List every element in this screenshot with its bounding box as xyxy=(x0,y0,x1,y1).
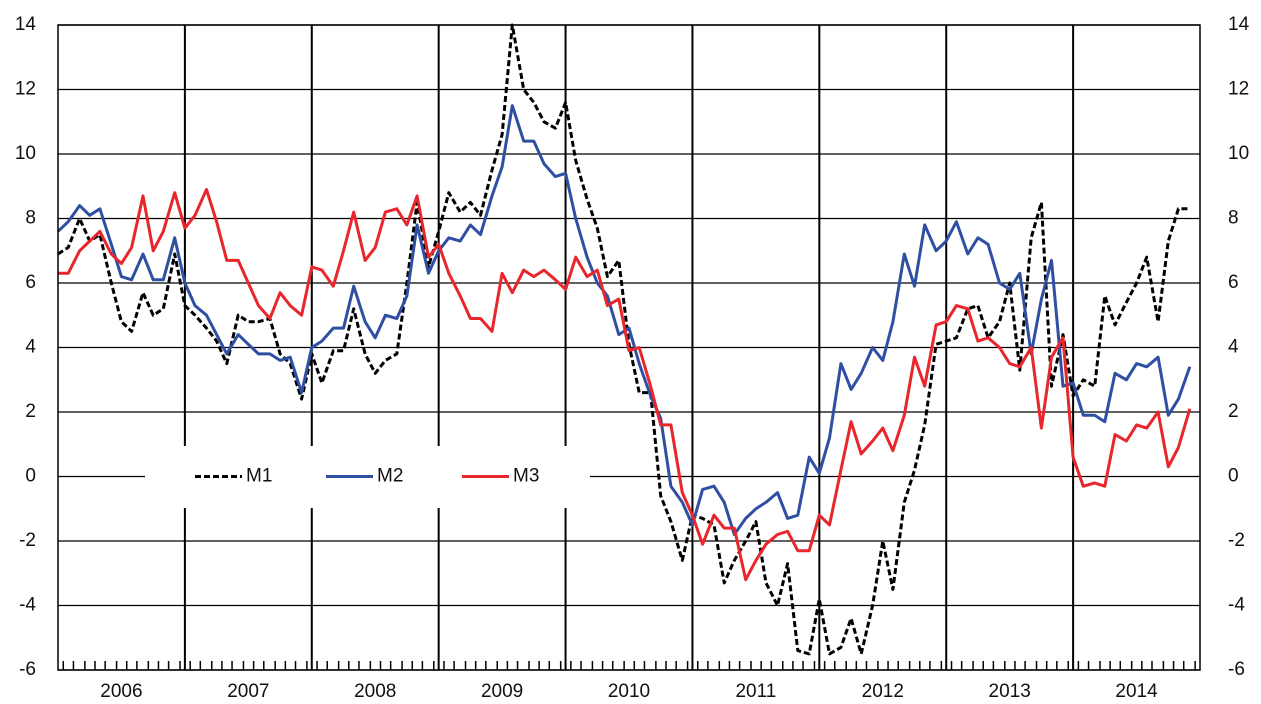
legend: M1 M2 M3 xyxy=(145,446,590,508)
series-lines xyxy=(56,23,1192,656)
x-tick-label: 2011 xyxy=(735,681,776,702)
y-tick-label-right: 10 xyxy=(1228,143,1249,164)
y-tick-label-right: 8 xyxy=(1228,208,1239,229)
y-tick-label-right: 4 xyxy=(1228,337,1239,358)
y-tick-label-right: -2 xyxy=(1228,530,1245,551)
y-tick-label-right: 14 xyxy=(1228,14,1250,35)
y-tick-label: -2 xyxy=(19,530,36,551)
y-tick-label: 0 xyxy=(25,466,36,487)
x-tick-label: 2014 xyxy=(1115,681,1158,702)
y-tick-label-right: -4 xyxy=(1228,595,1245,616)
y-tick-label: 8 xyxy=(25,208,36,229)
y-tick-label: -4 xyxy=(19,595,36,616)
x-tick-label: 2009 xyxy=(481,681,523,702)
y-tick-label: 6 xyxy=(25,272,36,293)
y-tick-label-right: 0 xyxy=(1228,466,1239,487)
y-tick-label-right: 12 xyxy=(1228,79,1249,100)
plot-border xyxy=(57,24,1201,671)
x-tick-label: 2007 xyxy=(227,681,269,702)
y-tick-label-right: -6 xyxy=(1228,659,1245,680)
x-tick-label: 2010 xyxy=(608,681,650,702)
y-tick-label: 12 xyxy=(15,79,36,100)
legend-label: M2 xyxy=(377,466,403,487)
y-tick-label: 14 xyxy=(15,14,37,35)
series-line xyxy=(57,23,1190,656)
x-tick-label: 2006 xyxy=(100,681,142,702)
x-tick-label: 2008 xyxy=(354,681,396,702)
series-line xyxy=(58,188,1192,582)
y-tick-label: 4 xyxy=(25,337,36,358)
legend-label: M1 xyxy=(246,466,272,487)
y-tick-label-right: 2 xyxy=(1228,401,1239,422)
x-tick-label: 2013 xyxy=(989,681,1031,702)
y-tick-label-right: 6 xyxy=(1228,272,1239,293)
y-tick-label: 10 xyxy=(15,143,36,164)
y-tick-label: -6 xyxy=(19,659,36,680)
plot-area: -6 -6 -4 -4 -2 -2 0 0 2 2 4 4 6 6 8 8 10 10 12 12 14 14 2006 20… xyxy=(15,14,1250,702)
x-tick-label: 2012 xyxy=(862,681,904,702)
y-tick-label: 2 xyxy=(25,401,36,422)
legend-label: M3 xyxy=(513,466,539,487)
